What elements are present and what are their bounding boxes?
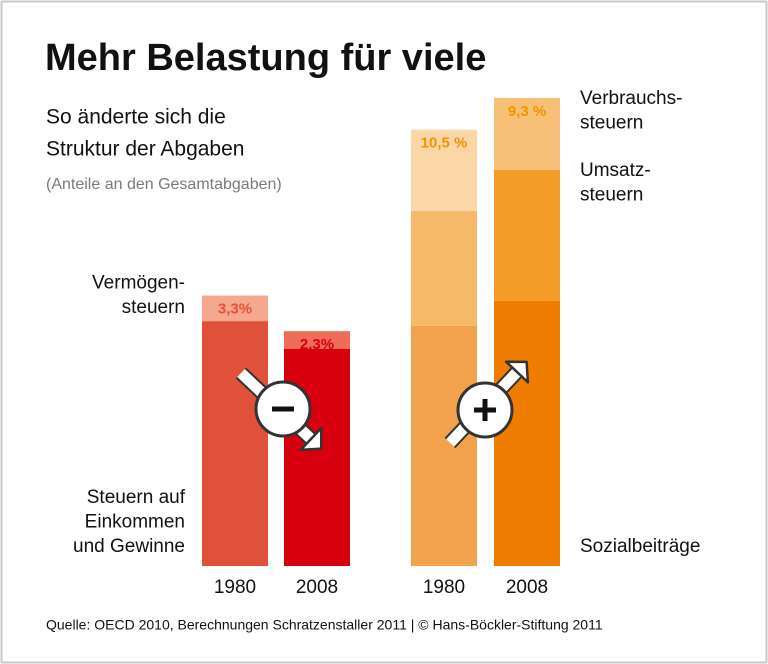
legend-label: Einkommen (85, 512, 185, 533)
bar-segment (411, 325, 477, 566)
bar-segment (411, 129, 477, 212)
x-tick-label: 1980 (214, 577, 256, 598)
x-tick-label: 2008 (506, 577, 548, 598)
legend-label: Umsatz- (580, 160, 651, 181)
legend-label: und Gewinne (73, 536, 185, 557)
x-tick-label: 2008 (296, 577, 338, 598)
value-label: 10,5 % (421, 135, 468, 152)
value-label: 9,3 % (508, 103, 546, 120)
bar-segment (494, 97, 560, 170)
bar-segment (494, 300, 560, 566)
bar-segment (202, 321, 268, 566)
legend-label: steuern (122, 297, 185, 318)
subtitle: Struktur der Abgaben (46, 138, 244, 161)
source: Quelle: OECD 2010, Berechnungen Schratze… (46, 617, 603, 633)
legend-label: Vermögen- (92, 273, 185, 294)
subtitle: So änderte sich die (46, 106, 226, 129)
arrow-head (299, 426, 323, 452)
bar-segment (494, 169, 560, 301)
arrow-head (504, 360, 530, 384)
value-label: 2,3% (300, 336, 334, 353)
x-tick-label: 1980 (423, 577, 465, 598)
legend-label: Sozialbeiträge (580, 536, 700, 557)
note: (Anteile an den Gesamtabgaben) (46, 176, 282, 193)
chart-title: Mehr Belastung für viele (45, 37, 486, 79)
legend-label: steuern (580, 112, 643, 133)
bar-segment (411, 211, 477, 326)
legend-label: steuern (580, 184, 643, 205)
legend-label: Verbrauchs- (580, 88, 682, 109)
bar-segment (284, 331, 350, 349)
bar-segment (202, 295, 268, 322)
value-label: 3,3% (218, 300, 252, 317)
legend-label: Steuern auf (87, 487, 186, 508)
bar-segment (284, 349, 350, 566)
